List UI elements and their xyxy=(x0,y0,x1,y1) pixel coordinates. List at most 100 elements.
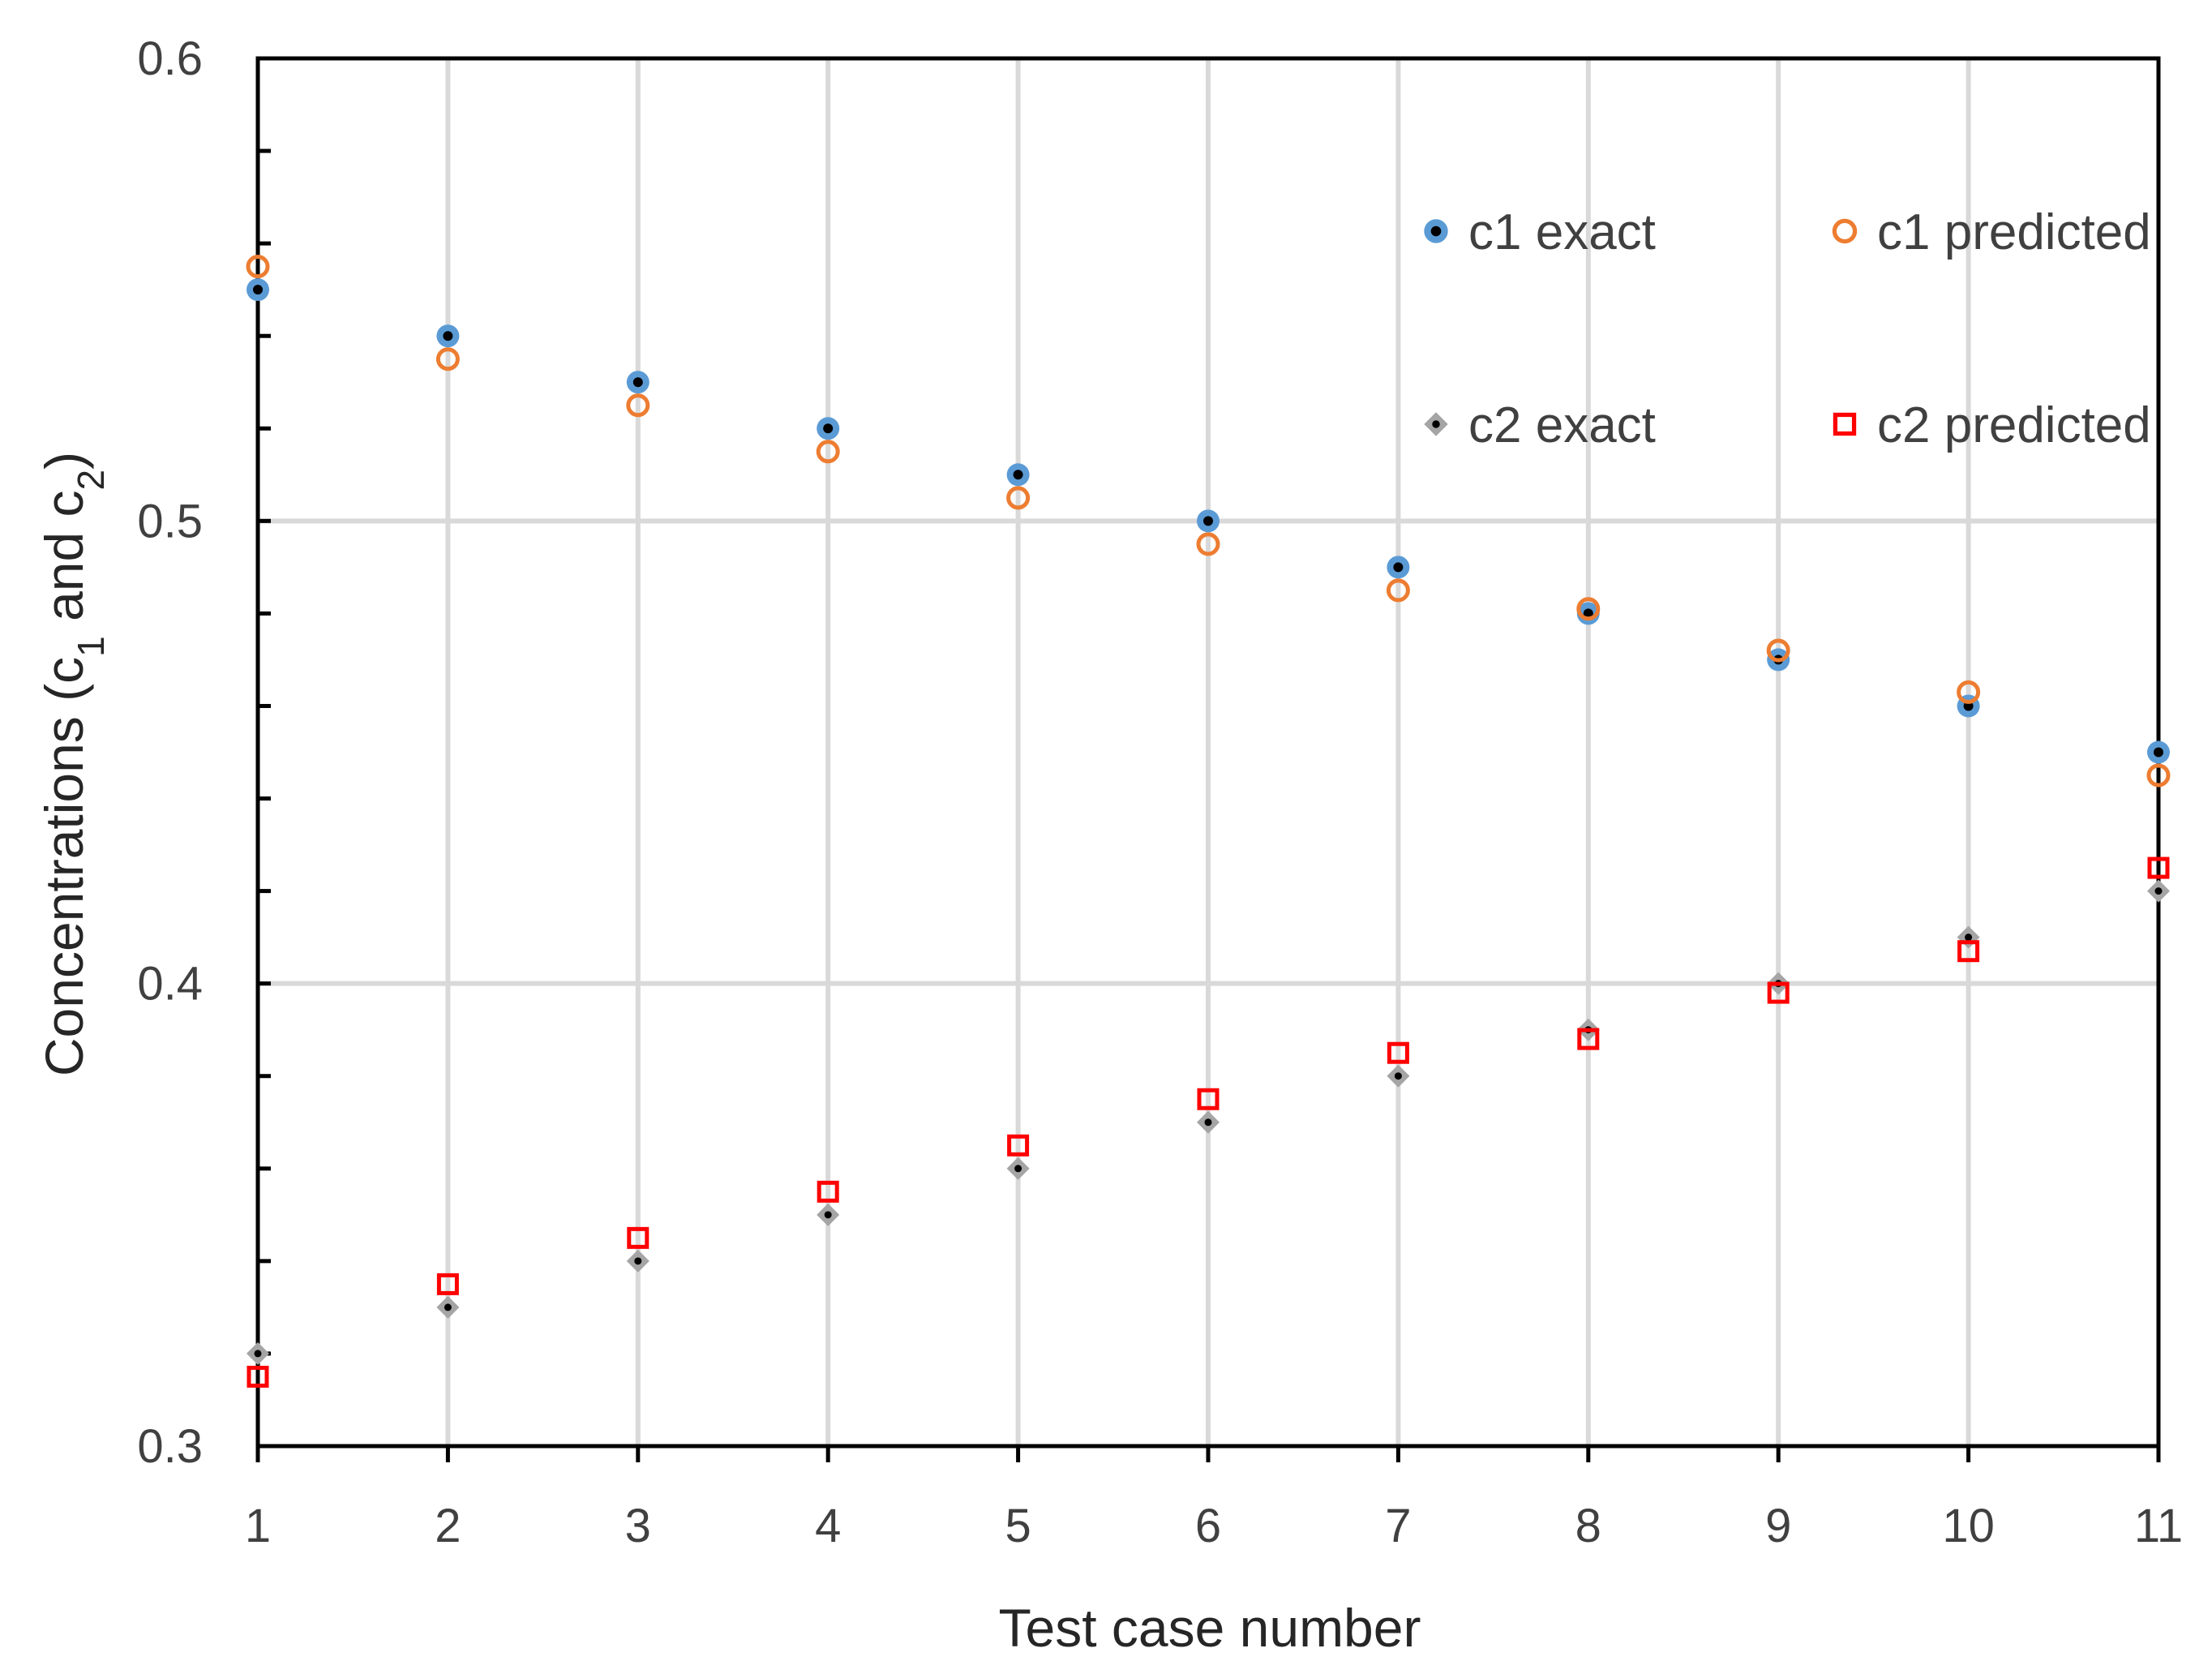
c2-exact-point-5-center xyxy=(1014,1165,1022,1173)
c1-predicted-point-8 xyxy=(1576,597,1601,621)
y-axis-title: Concentrations (c1 and c2) xyxy=(34,452,112,1076)
c1-exact-point-6-center xyxy=(1203,516,1213,526)
legend-entry-c1-exact: c1 exact xyxy=(1424,204,1656,260)
c2-predicted-point-11-box xyxy=(2147,856,2170,879)
c2-exact-point-11-center xyxy=(2154,887,2163,895)
c1-exact-point-7-center xyxy=(1393,562,1404,573)
c1-exact-point-1-center xyxy=(253,285,263,295)
legend-label-c2-predicted: c2 predicted xyxy=(1877,397,2151,453)
c1-exact-point-7 xyxy=(1387,556,1410,579)
c2-exact-point-3 xyxy=(626,1249,649,1273)
c1-exact-point-1 xyxy=(246,278,269,302)
c2-exact-point-1 xyxy=(246,1341,269,1365)
c2-exact-point-3-center xyxy=(634,1257,642,1265)
c1-exact-point-5 xyxy=(1006,463,1030,487)
c2-predicted-point-8-box xyxy=(1577,1028,1600,1050)
c1-predicted-point-11 xyxy=(2146,763,2171,788)
y-axis-title-sub2: 2 xyxy=(70,470,112,491)
c2-exact-point-6 xyxy=(1197,1110,1220,1134)
c1-predicted-point-11-ring xyxy=(2146,763,2171,788)
x-axis-title: Test case number xyxy=(999,1598,1421,1658)
c2-exact-point-2 xyxy=(436,1295,460,1319)
x-tick-label-10: 10 xyxy=(1942,1500,1995,1552)
c2-predicted-point-4 xyxy=(817,1180,839,1203)
c2-predicted-point-7 xyxy=(1387,1041,1409,1064)
x-tick-label-1: 1 xyxy=(245,1500,271,1552)
x-tick-label-6: 6 xyxy=(1195,1500,1221,1552)
y-axis-title-sub1: 1 xyxy=(70,636,112,657)
c2-predicted-point-8 xyxy=(1577,1028,1600,1050)
c1-predicted-point-1 xyxy=(246,255,270,279)
c2-exact-point-4 xyxy=(817,1203,840,1226)
c1-exact-point-4 xyxy=(817,417,840,440)
c1-exact-point-6 xyxy=(1197,509,1220,533)
c1-exact-point-2 xyxy=(436,324,460,348)
c2-predicted-point-5 xyxy=(1007,1134,1030,1157)
c1-exact-point-3 xyxy=(626,371,649,394)
grid-layer xyxy=(258,58,2158,1446)
c1-exact-point-4-center xyxy=(823,423,834,434)
c2-predicted-point-11 xyxy=(2147,856,2170,879)
c1-predicted-point-7 xyxy=(1386,578,1410,603)
c2-predicted-point-2 xyxy=(436,1273,459,1295)
c1-predicted-point-10-ring xyxy=(1957,680,1981,704)
ticks-layer: 0.3 0.4 0.5 0.6 1 2 3 4 5 6 7 8 9 10 11 xyxy=(137,32,2183,1552)
c1-exact-point-8 xyxy=(1576,602,1600,625)
c2-exact-point-6-center xyxy=(1204,1118,1212,1127)
c2-predicted-point-7-box xyxy=(1387,1041,1409,1064)
c2-predicted-point-3-box xyxy=(627,1226,649,1249)
c1-predicted-point-4 xyxy=(816,440,840,464)
x-tick-label-7: 7 xyxy=(1385,1500,1411,1552)
c2-predicted-point-6-box xyxy=(1197,1088,1220,1110)
c1-exact-point-11 xyxy=(2147,740,2170,764)
c2-predicted-point-6 xyxy=(1197,1088,1220,1110)
legend-marker-c2-predicted-box xyxy=(1833,412,1857,436)
c1-predicted-point-6 xyxy=(1196,532,1220,556)
legend-label-c2-exact: c2 exact xyxy=(1468,397,1656,453)
c1-predicted-point-9 xyxy=(1766,638,1790,663)
legend-marker-c2-exact-center xyxy=(1432,420,1440,428)
legend-entry-c2-exact: c2 exact xyxy=(1424,397,1656,453)
legend-label-c1-predicted: c1 predicted xyxy=(1877,204,2151,260)
y-tick-label-0.6: 0.6 xyxy=(137,32,203,85)
c1-exact-point-5-center xyxy=(1013,470,1023,480)
legend-marker-c2-exact xyxy=(1424,412,1448,436)
c2-exact-point-7 xyxy=(1387,1064,1410,1088)
c1-exact-point-8-center xyxy=(1583,608,1593,619)
c1-predicted-point-3 xyxy=(626,393,650,418)
c2-predicted-point-9 xyxy=(1767,981,1790,1004)
c2-predicted-point-1 xyxy=(246,1365,269,1388)
x-tick-label-8: 8 xyxy=(1575,1500,1601,1552)
c2-exact-point-11 xyxy=(2147,879,2170,903)
legend-label-c1-exact: c1 exact xyxy=(1468,204,1656,260)
y-tick-label-0.3: 0.3 xyxy=(137,1420,203,1473)
c2-predicted-point-1-box xyxy=(246,1365,269,1388)
c1-predicted-point-4-ring xyxy=(816,440,840,464)
x-tick-label-3: 3 xyxy=(625,1500,651,1552)
c2-exact-point-7-center xyxy=(1394,1072,1402,1080)
c2-predicted-point-4-box xyxy=(817,1180,839,1203)
c2-predicted-point-9-box xyxy=(1767,981,1790,1004)
c1-predicted-point-10 xyxy=(1957,680,1981,704)
c1-predicted-point-2-ring xyxy=(435,347,460,371)
legend-marker-c1-predicted-ring xyxy=(1832,218,1858,244)
legend-marker-c2-predicted xyxy=(1833,412,1857,436)
x-tick-label-5: 5 xyxy=(1005,1500,1031,1552)
c1-predicted-point-1-ring xyxy=(246,255,270,279)
y-axis-title-main: Concentrations (c xyxy=(34,657,94,1076)
legend-entry-c1-predicted: c1 predicted xyxy=(1832,204,2151,260)
legend-entry-c2-predicted: c2 predicted xyxy=(1833,397,2151,453)
c1-predicted-point-8-ring xyxy=(1576,597,1601,621)
legend-marker-c1-predicted xyxy=(1832,218,1858,244)
legend: c1 exact c1 predicted c2 exact c2 predicted xyxy=(1424,204,2151,453)
c1-predicted-point-2 xyxy=(435,347,460,371)
legend-marker-c1-exact-center xyxy=(1430,225,1442,237)
c1-exact-point-2-center xyxy=(443,331,453,341)
c2-predicted-point-5-box xyxy=(1007,1134,1030,1157)
c2-exact-point-5 xyxy=(1006,1157,1030,1180)
points-layer xyxy=(246,255,2171,1388)
y-axis-title-mid: and c xyxy=(34,490,94,636)
c2-exact-point-4-center xyxy=(824,1211,832,1219)
c2-predicted-point-2-box xyxy=(436,1273,459,1295)
